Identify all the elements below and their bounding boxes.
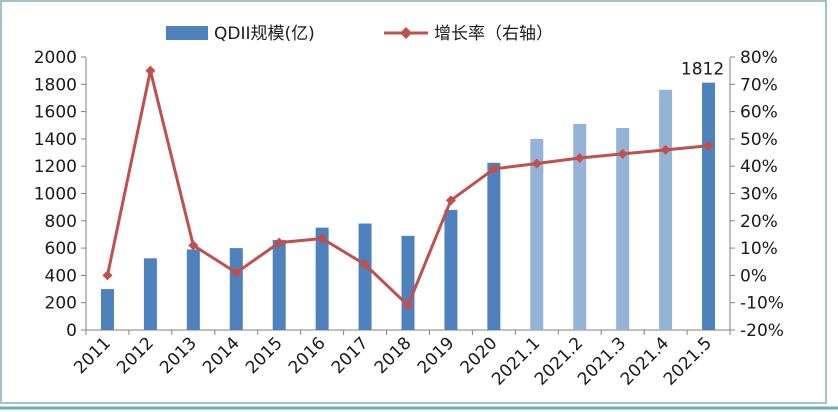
left-tick-label: 600 <box>45 239 77 259</box>
bar-series <box>100 82 716 330</box>
left-tick-label: 400 <box>45 266 77 286</box>
growth-point-2017 <box>360 259 371 270</box>
right-tick-label: 0% <box>740 266 767 286</box>
bar-2016 <box>315 227 329 330</box>
left-tick-label: 1600 <box>34 103 77 123</box>
bar-2015 <box>272 239 286 330</box>
bar-2011 <box>100 289 114 330</box>
growth-point-2016 <box>317 233 328 244</box>
bar-2021.4 <box>659 89 673 330</box>
growth-point-2021.4 <box>660 144 671 155</box>
left-tick-label: 1200 <box>34 157 77 177</box>
right-tick-label: 50% <box>740 130 778 150</box>
left-tick-label: 200 <box>45 294 77 314</box>
right-tick-label: 70% <box>740 75 778 95</box>
growth-point-2021.2 <box>574 153 585 164</box>
growth-point-2014 <box>231 267 242 278</box>
legend-line-marker <box>400 27 412 39</box>
bar-2021.5 <box>702 82 716 330</box>
legend-line-label: 增长率（右轴） <box>434 24 553 44</box>
bar-2018 <box>401 235 415 330</box>
growth-point-2019 <box>445 195 456 206</box>
right-tick-label: 60% <box>740 103 778 123</box>
growth-point-2011 <box>102 270 113 281</box>
right-tick-label: 30% <box>740 185 778 205</box>
left-tick-label: 1400 <box>34 130 77 150</box>
bar-2014 <box>229 248 243 330</box>
right-tick-label: 10% <box>740 239 778 259</box>
data-labels: 1812 <box>681 60 724 80</box>
bar-2012 <box>143 258 157 330</box>
left-tick-label: 1000 <box>34 185 77 205</box>
right-tick-label: 20% <box>740 212 778 232</box>
right-tick-label: -20% <box>740 321 784 341</box>
growth-point-2021.3 <box>617 148 628 159</box>
data-label-2021.5: 1812 <box>681 60 724 80</box>
bar-2020 <box>487 162 501 330</box>
bar-2021.2 <box>573 123 587 330</box>
growth-point-2015 <box>274 237 285 248</box>
growth-point-2021.1 <box>531 158 542 169</box>
bar-2021.1 <box>530 138 544 330</box>
growth-point-2018 <box>403 300 413 311</box>
right-tick-label: 40% <box>740 157 778 177</box>
right-tick-label: 80% <box>740 48 778 68</box>
left-tick-label: 0 <box>66 321 77 341</box>
bar-2021.3 <box>616 127 630 330</box>
left-tick-label: 800 <box>45 212 77 232</box>
left-tick-label: 2000 <box>34 48 77 68</box>
growth-point-2021.5 <box>703 140 714 151</box>
right-tick-label: -10% <box>740 294 784 314</box>
growth-point-2020 <box>488 163 499 174</box>
line-series <box>102 65 714 311</box>
growth-point-2012 <box>145 65 156 76</box>
left-tick-label: 1800 <box>34 75 77 95</box>
bar-2013 <box>186 249 200 330</box>
chart-border <box>0 0 827 404</box>
growth-point-2013 <box>188 240 199 251</box>
legend-bar-label: QDII规模(亿) <box>214 24 315 44</box>
bar-2017 <box>358 223 372 330</box>
bar-2019 <box>444 209 458 330</box>
legend-bar-swatch <box>166 26 208 40</box>
legend: QDII规模(亿) 增长率（右轴） <box>166 24 553 44</box>
